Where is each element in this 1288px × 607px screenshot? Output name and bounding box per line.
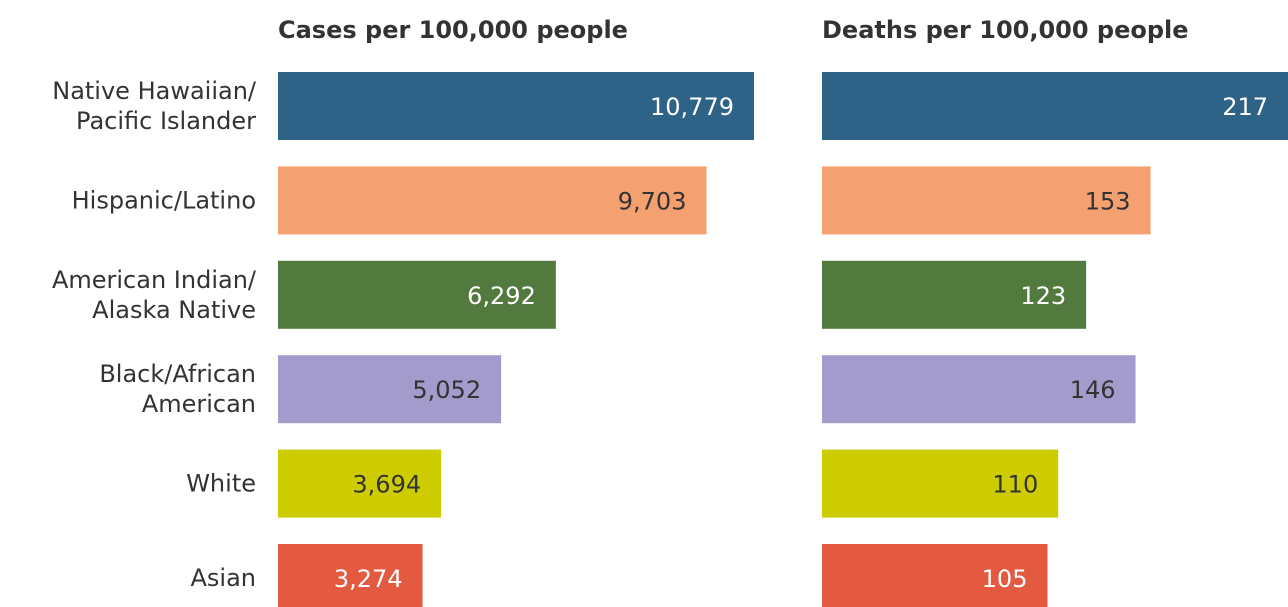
value-label: 123 <box>1020 282 1066 310</box>
bar <box>278 544 423 607</box>
category-label-line: Pacific Islander <box>76 107 256 135</box>
bar <box>822 355 1136 424</box>
category-label-line: Black/African <box>99 360 256 388</box>
bar <box>278 449 442 518</box>
bar <box>822 544 1048 607</box>
cases-panel-title: Cases per 100,000 people <box>278 16 628 44</box>
value-label: 10,779 <box>650 93 734 121</box>
deaths-panel: Deaths per 100,000 people 217 153 123 146 11… <box>822 16 1288 607</box>
bar <box>822 260 1087 329</box>
category-label-line: White <box>186 470 256 498</box>
value-label: 6,292 <box>467 282 536 310</box>
value-label: 9,703 <box>618 187 687 215</box>
value-label: 3,274 <box>334 565 403 593</box>
category-label: Native Hawaiian/Pacific Islander <box>52 77 257 135</box>
category-label: American Indian/Alaska Native <box>52 266 257 324</box>
category-label: Hispanic/Latino <box>72 186 256 214</box>
bar <box>278 72 754 140</box>
cases-panel: Cases per 100,000 people 10,779 9,703 6,29… <box>278 16 754 607</box>
category-label-line: American Indian/ <box>52 266 257 294</box>
category-label-line: Alaska Native <box>92 296 256 324</box>
value-label: 110 <box>992 471 1038 499</box>
bar <box>278 260 556 329</box>
bar <box>822 449 1059 518</box>
bar <box>278 355 502 424</box>
bar <box>822 72 1288 140</box>
bar <box>822 166 1151 235</box>
value-label: 146 <box>1070 376 1116 404</box>
category-label-line: American <box>142 390 256 418</box>
bar <box>278 166 707 235</box>
value-label: 5,052 <box>412 376 481 404</box>
category-label-line: Native Hawaiian/ <box>52 77 257 105</box>
category-label-line: Hispanic/Latino <box>72 186 256 214</box>
category-label: White <box>186 470 256 498</box>
category-label: Black/African American <box>99 360 256 418</box>
category-label-line: Asian <box>190 564 256 592</box>
category-labels: Native Hawaiian/Pacific Islander Hispanic… <box>52 77 257 592</box>
value-label: 105 <box>982 565 1028 593</box>
category-label: Asian <box>190 564 256 592</box>
value-label: 217 <box>1222 93 1268 121</box>
value-label: 153 <box>1085 187 1131 215</box>
value-label: 3,694 <box>352 471 421 499</box>
deaths-panel-title: Deaths per 100,000 people <box>822 16 1189 44</box>
